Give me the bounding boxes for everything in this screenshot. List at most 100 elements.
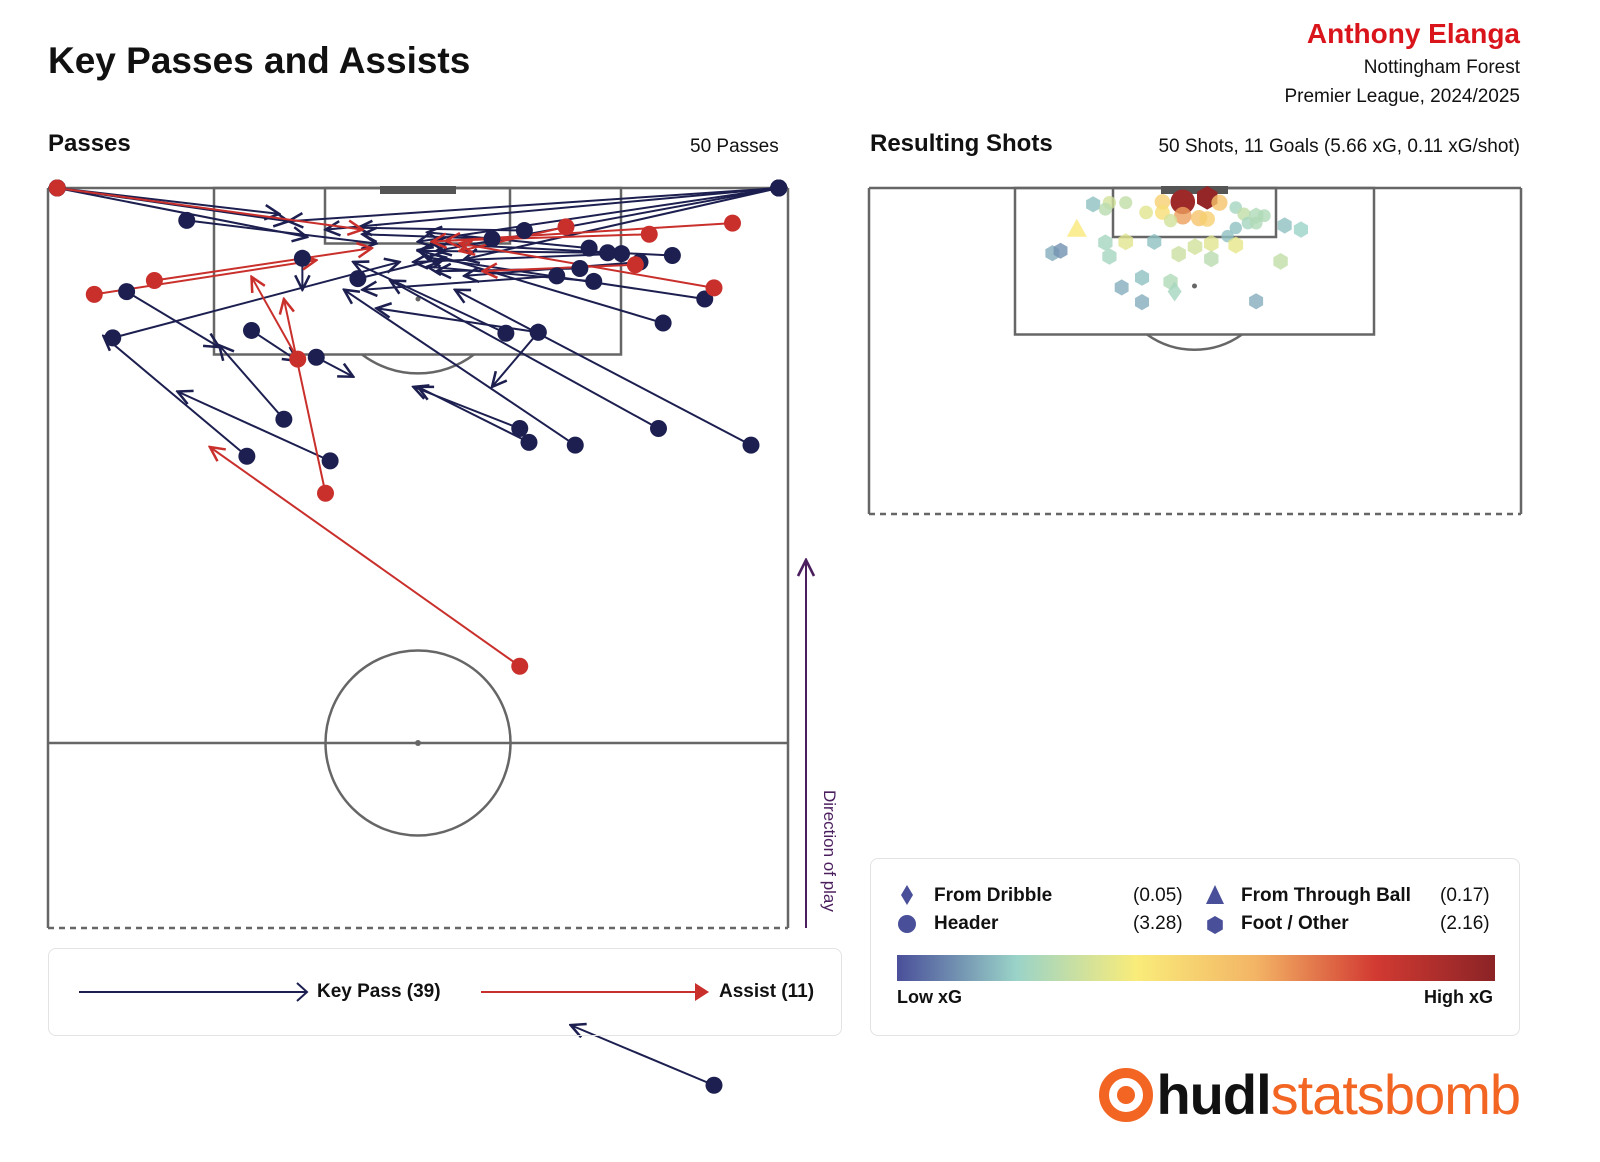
- header-value: (3.28): [1133, 913, 1183, 934]
- shot-foot_other-37: [1135, 269, 1150, 286]
- shot-foot_other-26: [1118, 233, 1134, 251]
- key-pass-line-33: [418, 387, 530, 444]
- key-pass-origin-11: [599, 244, 617, 262]
- key-pass-line-19: [126, 290, 220, 348]
- key-pass-origin-36: [585, 272, 603, 290]
- shot-goal: [1161, 186, 1228, 194]
- shot-layer: [1045, 186, 1308, 311]
- shot-foot_other-32: [1053, 242, 1068, 259]
- header-circle-icon: [898, 915, 916, 933]
- dribble-value: (0.05): [1133, 885, 1183, 906]
- shot-header-7: [1211, 194, 1228, 211]
- key-pass-origin-28: [566, 436, 584, 454]
- shot-foot_other-27: [1147, 233, 1162, 250]
- statsbomb-logo-icon: [1099, 1067, 1154, 1122]
- shot-foot_other-30: [1228, 236, 1244, 254]
- shot-foot_other-21: [1249, 207, 1264, 224]
- assist-line-45: [154, 248, 371, 282]
- shot-foot_other-29: [1204, 234, 1219, 252]
- penalty-spot: [415, 296, 421, 302]
- foot-hexagon-icon: [1207, 916, 1223, 934]
- shot-header-10: [1173, 206, 1192, 225]
- key-pass-origin-31: [275, 410, 293, 428]
- shot-through_ball-24: [1066, 218, 1087, 237]
- shot-foot_other-28: [1187, 238, 1203, 256]
- assist-origin-46: [85, 285, 103, 303]
- xg-color-scale: [897, 955, 1495, 981]
- shot-foot_other-41: [1135, 294, 1149, 311]
- shot-foot_other-34: [1171, 245, 1186, 263]
- pass-legend-arrows: [79, 982, 709, 1002]
- pass-layer: [48, 179, 788, 1094]
- key-pass-line-8: [186, 219, 377, 243]
- key-pass-origin-10: [580, 239, 598, 257]
- key-pass-origin-29: [742, 436, 760, 454]
- passes-panel-title: Passes: [48, 130, 131, 157]
- shot-pitch-lines: [867, 186, 1523, 516]
- assist-origin-47: [289, 350, 307, 368]
- assist-origin-49: [511, 657, 529, 675]
- key-pass-line-4: [326, 187, 779, 230]
- key-pass-line-31: [219, 345, 285, 420]
- shot-penalty-spot: [1192, 283, 1197, 289]
- shot-foot_other-25: [1098, 234, 1113, 251]
- shot-foot_other-39: [1114, 279, 1129, 296]
- key-pass-origin-17: [293, 249, 311, 267]
- foot-label: Foot / Other: [1241, 913, 1349, 934]
- assist-line-48: [284, 299, 327, 494]
- player-name: Anthony Elanga: [1306, 18, 1520, 49]
- key-pass-origin-13: [663, 247, 681, 265]
- dribble-label: From Dribble: [934, 885, 1053, 906]
- shot-foot_other-36: [1273, 253, 1288, 270]
- assist-origin-48: [317, 484, 334, 502]
- pass-legend: Key Pass (39) Assist (11): [48, 948, 842, 1036]
- assist-line-42: [432, 222, 733, 242]
- foot-value: (2.16): [1440, 913, 1490, 934]
- key-pass-origin-35: [548, 267, 566, 285]
- shot-header-4: [1154, 194, 1171, 210]
- direction-of-play-label: Direction of play: [820, 790, 839, 912]
- key-pass-origin-32: [321, 452, 339, 470]
- shot-foot_other-35: [1204, 250, 1219, 268]
- assist-origin-41: [640, 225, 658, 243]
- key-pass-line-28: [344, 290, 576, 446]
- assist-origin-45: [145, 272, 163, 289]
- dribble-diamond-icon: [901, 885, 913, 905]
- header-label: Header: [934, 913, 999, 934]
- key-pass-line-29: [455, 290, 752, 447]
- assist-legend-arrowhead: [695, 983, 709, 1001]
- key-pass-origin-16: [654, 314, 672, 332]
- page-title: Key Passes and Assists: [48, 40, 471, 81]
- key-pass-origin-21: [497, 324, 515, 342]
- logo-hudl-text: hudl: [1156, 1063, 1271, 1126]
- key-pass-origin-20: [104, 329, 122, 347]
- assist-line-39: [57, 187, 362, 230]
- shot-foot_other-23: [1293, 221, 1308, 238]
- key-pass-line-23: [492, 331, 540, 387]
- centre-spot: [415, 740, 421, 746]
- low-xg-label: Low xG: [897, 987, 963, 1007]
- key-pass-line-2: [57, 187, 307, 237]
- assist-line-47: [252, 277, 299, 360]
- key-pass-line-16: [418, 250, 664, 325]
- goal: [380, 186, 456, 194]
- key-pass-origin-19: [118, 283, 136, 301]
- key-pass-line-32: [178, 392, 331, 462]
- key-pass-origin-30: [238, 447, 256, 465]
- shot-header-18: [1229, 221, 1242, 235]
- shot-header-20: [1221, 229, 1234, 243]
- assist-legend-label: Assist (11): [719, 981, 815, 1002]
- shot-legend-icons: [898, 885, 1224, 934]
- assist-origin-44: [705, 279, 723, 297]
- shot-header-12: [1139, 205, 1153, 220]
- key-pass-origin-8: [178, 211, 196, 229]
- competition-name: Premier League, 2024/2025: [1284, 86, 1520, 107]
- key-pass-origin-12: [613, 245, 630, 263]
- shot-legend: From Dribble (0.05) Header (3.28) From T…: [870, 858, 1520, 1036]
- key-pass-origin-38: [705, 1076, 723, 1094]
- key-pass-origin-26: [511, 420, 529, 437]
- shots-summary: 50 Shots, 11 Goals (5.66 xG, 0.11 xG/sho…: [1158, 136, 1520, 157]
- shot-from_dribble-40: [1167, 281, 1182, 302]
